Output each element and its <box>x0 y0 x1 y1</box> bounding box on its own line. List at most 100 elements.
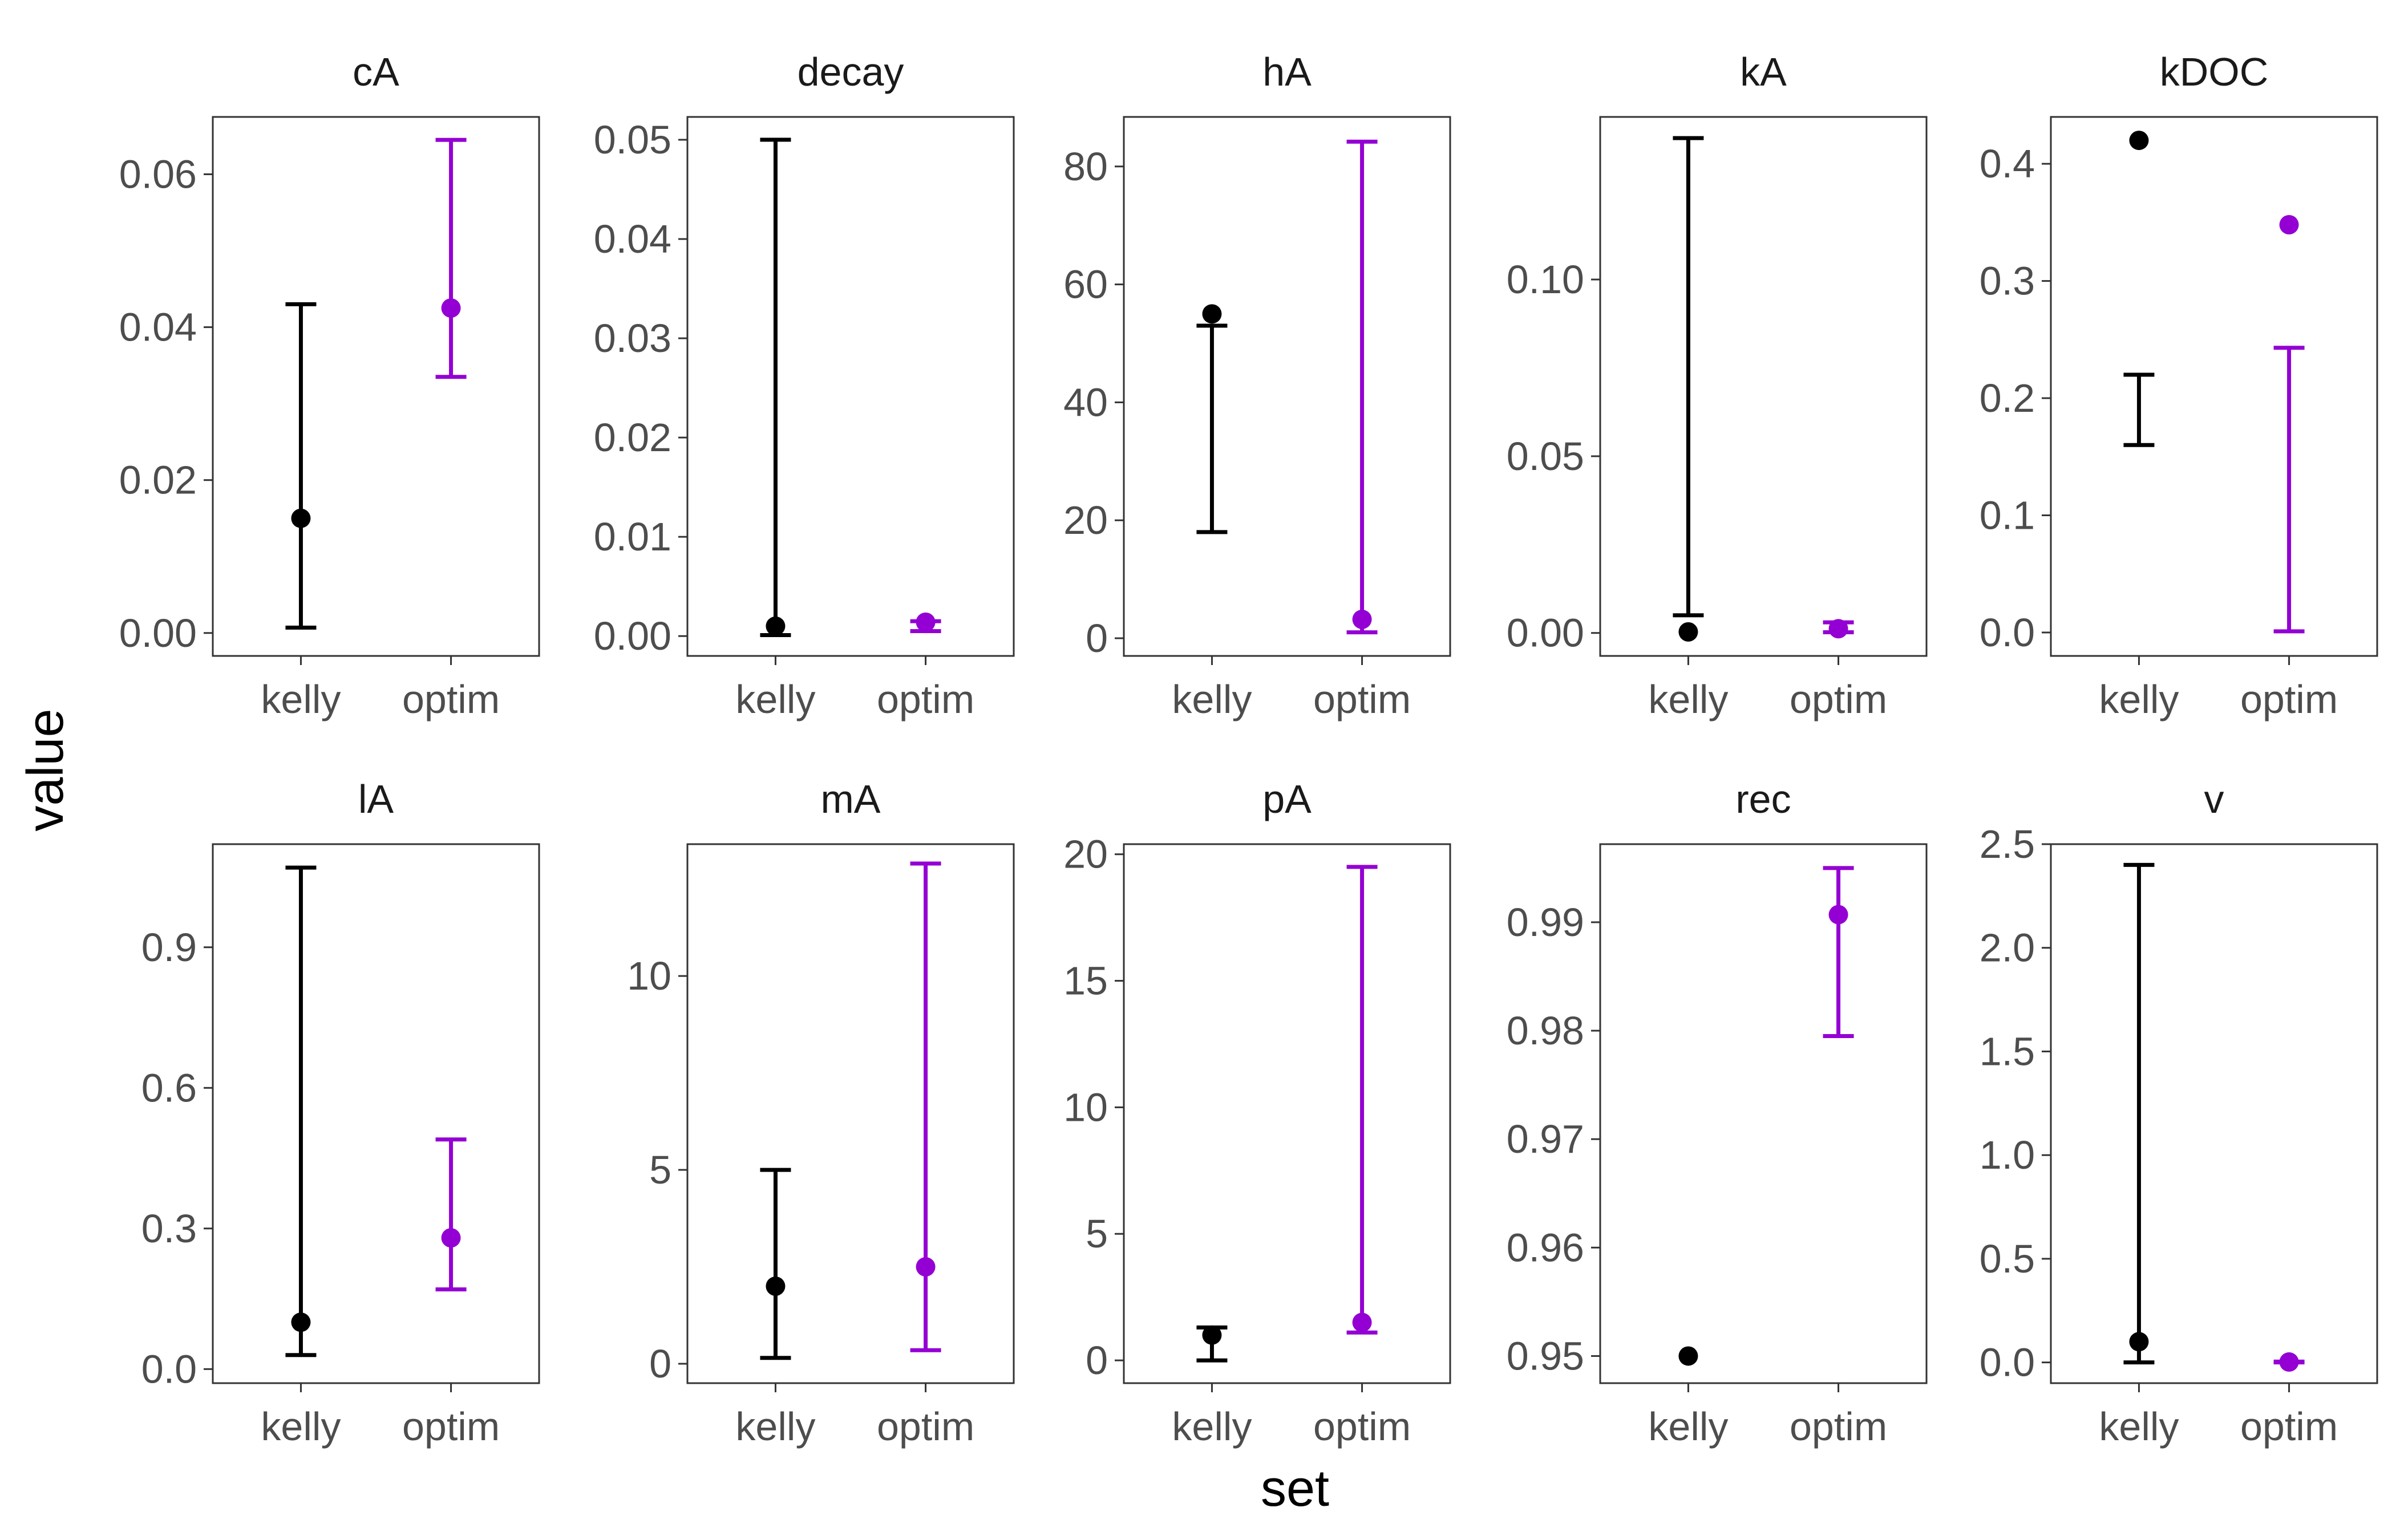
point-kelly <box>1202 304 1222 324</box>
point-kelly <box>2129 131 2149 151</box>
point-optim <box>916 1257 936 1277</box>
y-tick-label: 0.05 <box>1507 434 1584 479</box>
x-tick-label: optim <box>1790 677 1887 722</box>
y-tick-label: 0.06 <box>119 152 197 197</box>
error-bar-kelly <box>1673 136 1704 618</box>
y-tick-label: 0.00 <box>594 614 671 658</box>
panel-title: mA <box>821 777 881 821</box>
y-tick-label: 0.2 <box>1980 376 2035 420</box>
x-tick-label: optim <box>2240 677 2338 722</box>
panel-pA: pA 0 5 10 15 20 kelly optim <box>1063 777 1451 1449</box>
panel-cA: cA 0.00 0.02 0.04 0.06 kelly optim <box>119 50 540 722</box>
error-bar-optim <box>435 137 467 379</box>
x-tick-label: kelly <box>261 677 341 722</box>
point-optim <box>916 612 936 632</box>
point-optim <box>1828 619 1848 639</box>
y-tick-label: 0.95 <box>1507 1334 1584 1378</box>
y-tick-label: 0.97 <box>1507 1117 1584 1161</box>
error-bar-kelly <box>285 302 317 630</box>
point-kelly <box>1678 622 1698 642</box>
panel-kDOC: kDOC 0.0 0.1 0.2 0.3 0.4 kelly optim <box>1980 50 2378 722</box>
point-optim <box>441 1228 461 1248</box>
point-optim <box>1352 1312 1372 1332</box>
y-tick-label: 0.6 <box>141 1065 197 1110</box>
y-tick-label: 0.0 <box>141 1347 197 1391</box>
x-tick-label: optim <box>1790 1404 1887 1449</box>
x-tick-label: optim <box>402 1404 500 1449</box>
point-kelly <box>291 508 311 528</box>
panel-title: kA <box>1740 50 1787 94</box>
point-optim <box>2279 1352 2299 1372</box>
point-optim <box>1828 905 1848 925</box>
panel-border <box>2050 843 2378 1384</box>
panel-title: v <box>2204 777 2224 821</box>
error-bar-kelly <box>1196 323 1228 534</box>
panel-border <box>2050 116 2378 657</box>
y-tick-label: 5 <box>1086 1211 1108 1256</box>
point-kelly <box>1202 1325 1222 1345</box>
y-tick-label: 0.0 <box>1980 610 2035 655</box>
y-tick-label: 0.3 <box>141 1206 197 1251</box>
y-tick-label: 0.0 <box>1980 1340 2035 1385</box>
point-kelly <box>766 1276 786 1296</box>
x-tick-label: kelly <box>2099 1404 2179 1449</box>
error-bar-kelly <box>2123 372 2155 447</box>
panel-decay: decay 0.00 0.01 0.02 0.03 0.04 0.05 kelly optim <box>594 50 1015 722</box>
y-tick-label: 5 <box>649 1148 671 1192</box>
panel-title: kDOC <box>2160 50 2269 94</box>
panel-kA: kA 0.00 0.05 0.10 kelly optim <box>1507 50 1928 722</box>
error-bar-optim <box>1346 139 1378 635</box>
panel-border <box>686 843 1015 1384</box>
y-tick-label: 0.01 <box>594 514 671 559</box>
point-optim <box>2279 215 2299 234</box>
x-tick-label: optim <box>1313 1404 1411 1449</box>
y-tick-label: 0.05 <box>594 117 671 162</box>
panel-lA: lA 0.0 0.3 0.6 0.9 kelly optim <box>141 777 540 1449</box>
y-tick-label: 0 <box>1086 1338 1108 1383</box>
y-tick-label: 1.0 <box>1980 1133 2035 1177</box>
point-kelly <box>2129 1332 2149 1352</box>
error-bar-kelly <box>760 137 791 637</box>
x-tick-label: kelly <box>1172 1404 1252 1449</box>
error-bar-optim <box>1823 866 1854 1039</box>
y-tick-label: 0.03 <box>594 316 671 360</box>
y-tick-label: 0 <box>1086 616 1108 660</box>
x-tick-label: kelly <box>2099 677 2179 722</box>
y-tick-label: 0.02 <box>119 458 197 502</box>
y-tick-label: 10 <box>1063 1085 1108 1129</box>
panel-rec: rec 0.95 0.96 0.97 0.98 0.99 kelly optim <box>1507 777 1928 1449</box>
y-tick-label: 0.00 <box>119 611 197 655</box>
y-tick-label: 0.1 <box>1980 493 2035 537</box>
y-tick-label: 0.04 <box>594 217 671 261</box>
error-bar-optim <box>910 861 941 1352</box>
y-tick-label: 0.04 <box>119 305 197 350</box>
panel-border <box>212 843 540 1384</box>
y-tick-label: 1.5 <box>1980 1029 2035 1073</box>
y-tick-label: 20 <box>1063 498 1108 542</box>
panel-title: cA <box>353 50 399 94</box>
y-tick-label: 0.9 <box>141 925 197 970</box>
x-tick-label: kelly <box>1648 1404 1728 1449</box>
y-tick-label: 0.5 <box>1980 1237 2035 1281</box>
y-tick-label: 0.00 <box>1507 611 1584 655</box>
point-optim <box>1352 609 1372 629</box>
y-tick-label: 80 <box>1063 144 1108 189</box>
y-tick-label: 0.02 <box>594 415 671 460</box>
y-tick-label: 0.3 <box>1980 259 2035 303</box>
y-tick-label: 10 <box>627 954 671 998</box>
panel-hA: hA 0 20 40 60 80 kelly optim <box>1063 50 1451 722</box>
panel-border <box>1599 116 1928 657</box>
y-tick-label: 15 <box>1063 959 1108 1003</box>
panel-title: hA <box>1262 50 1312 94</box>
panel-title: decay <box>798 50 904 94</box>
point-kelly <box>1678 1346 1698 1366</box>
y-tick-label: 60 <box>1063 262 1108 307</box>
x-tick-label: kelly <box>1172 677 1252 722</box>
x-tick-label: kelly <box>735 1404 815 1449</box>
panel-border <box>686 116 1015 657</box>
x-tick-label: optim <box>2240 1404 2338 1449</box>
x-tick-label: optim <box>1313 677 1411 722</box>
panel-border <box>1123 843 1451 1384</box>
